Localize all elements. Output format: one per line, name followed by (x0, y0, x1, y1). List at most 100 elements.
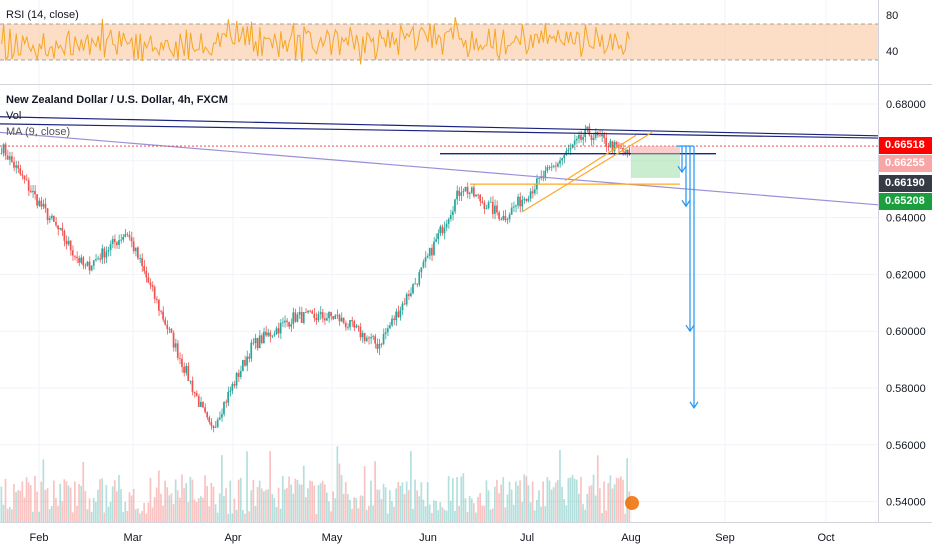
candle-body-293 (615, 142, 618, 145)
candle-body-189 (397, 311, 400, 318)
volume-bar-117 (246, 451, 248, 522)
candle-body-168 (353, 321, 355, 328)
candle-body-143 (300, 311, 303, 323)
candle-body-101 (212, 425, 215, 428)
candle-body-28 (59, 227, 61, 230)
volume-bar-96 (202, 497, 204, 522)
volume-bar-217 (456, 477, 458, 522)
volume-bar-131 (275, 507, 278, 522)
volume-bar-270 (567, 478, 570, 522)
volume-bar-57 (120, 489, 122, 522)
ma-legend[interactable]: MA (9, close) (6, 126, 71, 138)
candle-body-4 (8, 156, 11, 160)
volume-bar-263 (552, 487, 555, 522)
volume-bar-161 (338, 463, 341, 522)
volume-bar-113 (237, 479, 240, 522)
volume-bar-190 (399, 485, 402, 522)
candle-body-78 (164, 319, 166, 325)
volume-bar-249 (523, 474, 526, 522)
candle-body-147 (309, 310, 311, 312)
candle-body-261 (548, 167, 551, 168)
price-tick-label-0: 0.68000 (886, 99, 926, 111)
volume-bar-275 (578, 493, 580, 522)
candle-body-17 (36, 194, 38, 206)
candle-body-241 (506, 219, 509, 221)
candle-body-267 (561, 158, 563, 161)
candle-body-25 (53, 215, 55, 222)
rsi-legend[interactable]: RSI (14, close) (6, 9, 79, 21)
volume-bar-20 (42, 459, 45, 522)
candle-body-99 (208, 417, 211, 423)
candle-body-167 (351, 320, 353, 322)
volume-bar-237 (498, 493, 500, 522)
candle-body-53 (111, 238, 114, 245)
candle-body-153 (321, 312, 324, 319)
candle-body-129 (271, 335, 274, 337)
volume-bar-72 (151, 507, 154, 522)
volume-bar-104 (218, 493, 221, 522)
descending-trendline (0, 131, 879, 206)
volume-bar-293 (615, 477, 618, 522)
candle-body-173 (363, 333, 366, 341)
candle-body-120 (252, 342, 255, 344)
candle-body-57 (120, 239, 122, 241)
price-tag-entry: 0.66255 (879, 155, 932, 172)
candle-body-15 (32, 190, 34, 193)
candle-body-154 (323, 318, 326, 321)
volume-bar-73 (153, 497, 156, 522)
volume-bar-269 (565, 505, 568, 522)
candle-body-66 (139, 258, 141, 259)
volume-bar-207 (435, 501, 437, 522)
candle-body-38 (80, 257, 82, 263)
volume-bar-296 (622, 479, 624, 522)
volume-bar-39 (82, 461, 85, 522)
time-tick-label-1: Mar (124, 532, 143, 544)
volume-bar-239 (502, 477, 505, 522)
volume-bar-201 (422, 499, 425, 522)
candle-body-62 (130, 237, 133, 242)
candle-body-163 (342, 317, 345, 324)
volume-bar-109 (229, 480, 232, 522)
volume-bar-162 (340, 474, 343, 522)
candle-body-279 (586, 126, 589, 129)
candle-body-160 (336, 314, 339, 316)
candle-body-79 (166, 324, 169, 329)
candle-body-237 (498, 212, 500, 219)
drawings[interactable] (0, 116, 879, 510)
volume-bar-294 (617, 478, 620, 522)
candle-body-177 (372, 336, 374, 338)
candle-body-157 (330, 312, 332, 317)
volume-bar-40 (84, 491, 87, 522)
volume-bar-160 (336, 446, 339, 522)
volume-bar-115 (242, 510, 244, 522)
candle-body-75 (158, 299, 160, 311)
candle-body-265 (557, 163, 559, 167)
volume-bar-98 (206, 485, 208, 522)
candle-body-27 (57, 225, 59, 230)
volume-bar-94 (197, 498, 200, 522)
candle-body-289 (607, 146, 610, 148)
volume-legend[interactable]: Vol (6, 110, 22, 122)
candle-body-95 (200, 401, 202, 407)
candle-body-182 (382, 334, 385, 344)
volume-bar-166 (349, 499, 351, 522)
volume-bar-186 (391, 501, 393, 522)
volume-bar-202 (424, 506, 427, 522)
candle-body-164 (344, 323, 347, 328)
volume-bar-103 (216, 512, 219, 522)
candle-body-46 (97, 258, 99, 260)
candle-body-55 (116, 242, 118, 245)
volume-bar-177 (372, 505, 374, 522)
volume-bar-90 (189, 476, 192, 522)
symbol-title[interactable]: New Zealand Dollar / U.S. Dollar, 4h, FX… (6, 94, 228, 106)
volume-bar-55 (116, 491, 118, 522)
candle-body-179 (376, 343, 379, 349)
candle-body-33 (69, 240, 72, 251)
candle-body-152 (319, 312, 322, 315)
candle-body-107 (225, 402, 227, 403)
candle-body-228 (479, 194, 481, 202)
volume-bar-220 (462, 473, 465, 522)
volume-bar-56 (118, 474, 120, 522)
volume-bar-95 (200, 496, 202, 522)
